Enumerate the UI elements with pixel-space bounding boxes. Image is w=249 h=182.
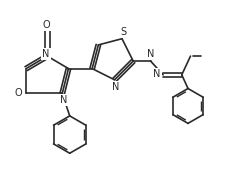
Text: O: O xyxy=(42,20,50,30)
Text: N: N xyxy=(42,49,50,59)
Text: N: N xyxy=(147,49,155,59)
Text: S: S xyxy=(120,27,126,37)
Text: O: O xyxy=(14,88,22,98)
Text: N: N xyxy=(112,82,119,92)
Text: N: N xyxy=(153,69,161,79)
Text: N: N xyxy=(60,96,67,105)
